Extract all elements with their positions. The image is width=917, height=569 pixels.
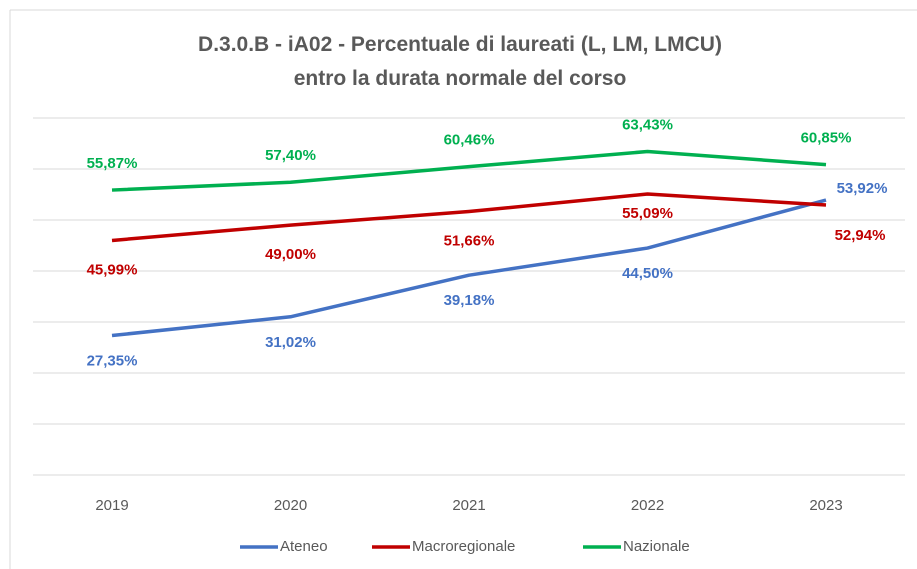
x-tick-label: 2023 xyxy=(809,497,842,514)
x-tick-label: 2022 xyxy=(631,497,664,514)
data-label: 51,66% xyxy=(444,233,495,250)
legend-label: Ateneo xyxy=(280,538,328,555)
legend-label: Macroregionale xyxy=(412,538,515,555)
line-series xyxy=(111,149,827,192)
data-label: 55,87% xyxy=(87,155,138,172)
line-series xyxy=(111,198,827,338)
x-tick-label: 2020 xyxy=(274,497,307,514)
data-label: 60,85% xyxy=(801,130,852,147)
chart-title: D.3.0.B - iA02 - Percentuale di laureati… xyxy=(198,33,722,90)
data-label: 53,92% xyxy=(837,180,888,197)
data-label: 60,46% xyxy=(444,132,495,149)
data-label: 63,43% xyxy=(622,116,673,133)
data-label: 27,35% xyxy=(87,352,138,369)
data-label: 45,99% xyxy=(87,261,138,278)
data-label: 44,50% xyxy=(622,265,673,282)
data-label: 57,40% xyxy=(265,147,316,164)
data-label: 55,09% xyxy=(622,205,673,222)
data-label: 31,02% xyxy=(265,334,316,351)
legend-label: Nazionale xyxy=(623,538,690,555)
line-series xyxy=(111,192,827,243)
x-tick-label: 2019 xyxy=(95,497,128,514)
data-label: 39,18% xyxy=(444,292,495,309)
data-label: 52,94% xyxy=(835,227,886,244)
x-tick-label: 2021 xyxy=(452,497,485,514)
data-label: 49,00% xyxy=(265,246,316,263)
